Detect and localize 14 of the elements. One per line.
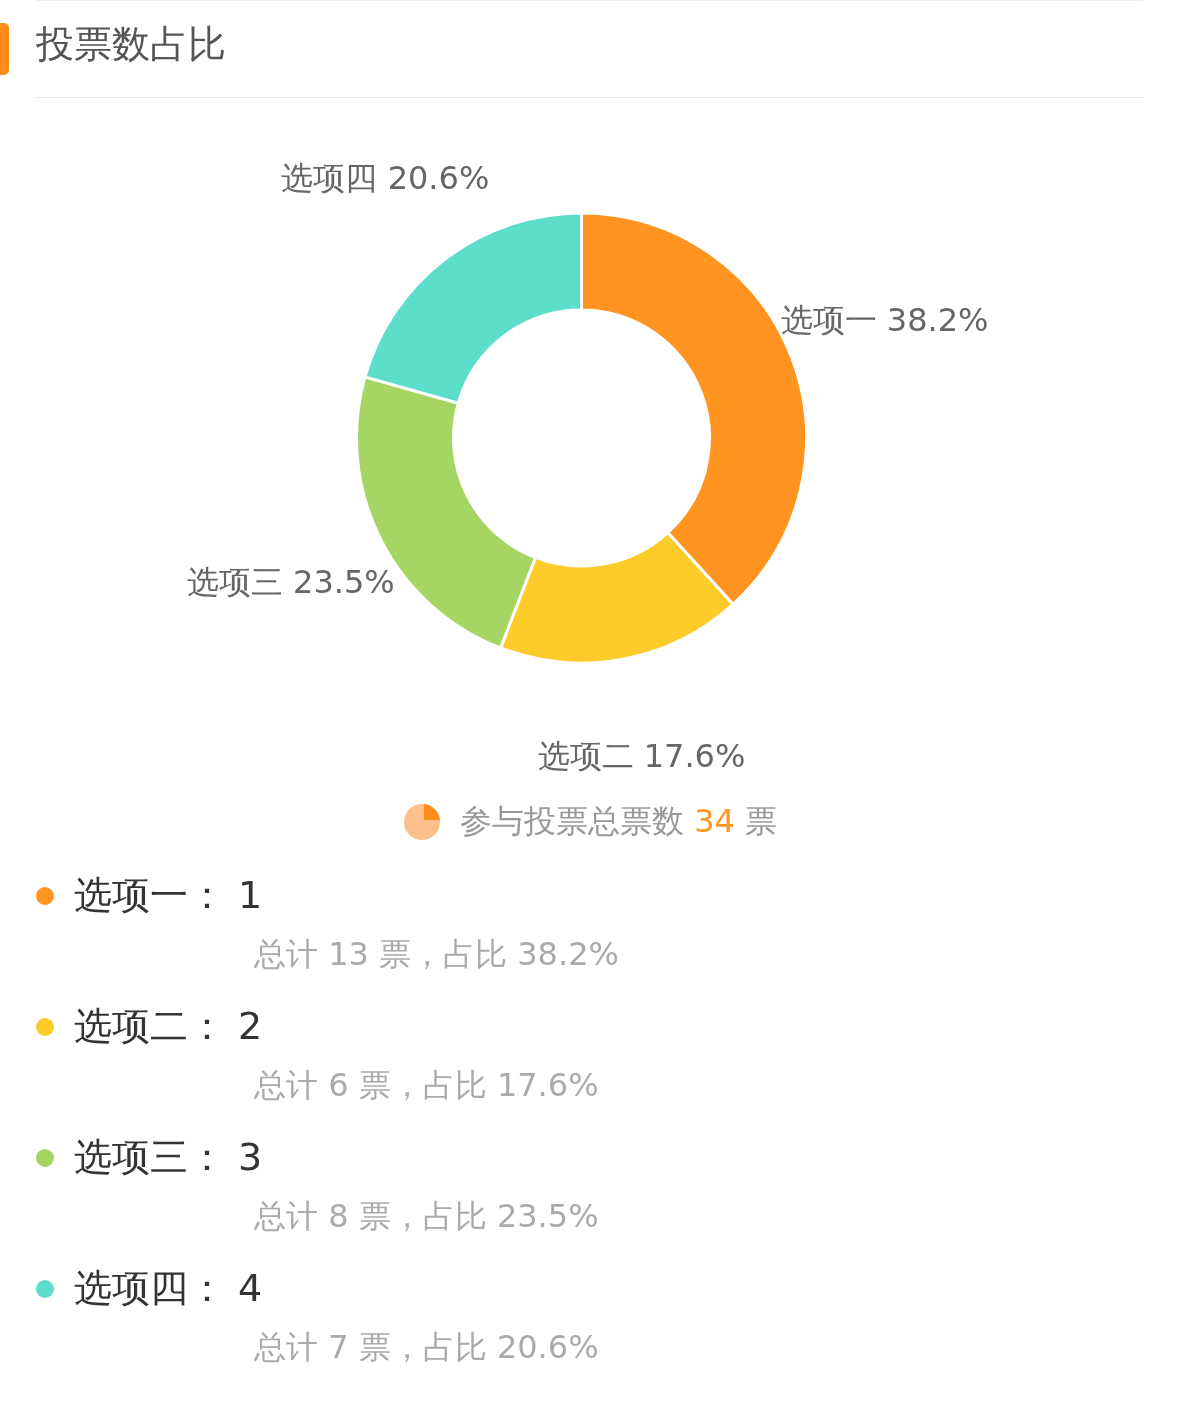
chart-title: 投票数占比	[36, 21, 226, 68]
text: 总计 8 票，占比 23.5%	[254, 1196, 600, 1237]
slice-label: 选项三 23.5%	[186, 563, 395, 602]
slice-label: 选项一 38.2%	[780, 300, 989, 339]
slice-label: 选项四 20.6%	[281, 158, 490, 197]
text: 选项一： 1	[74, 872, 263, 919]
text: 选项二： 2	[74, 1003, 263, 1050]
text: 选项三： 3	[74, 1134, 263, 1181]
text: 总计 6 票，占比 17.6%	[254, 1065, 600, 1106]
text: 参与投票总票数 34 票	[459, 802, 778, 840]
slice-label: 选项二 17.6%	[537, 737, 746, 776]
text: 总计 13 票，占比 38.2%	[254, 934, 620, 975]
text: 选项四： 4	[74, 1265, 263, 1312]
text: 总计 7 票，占比 20.6%	[254, 1327, 600, 1368]
